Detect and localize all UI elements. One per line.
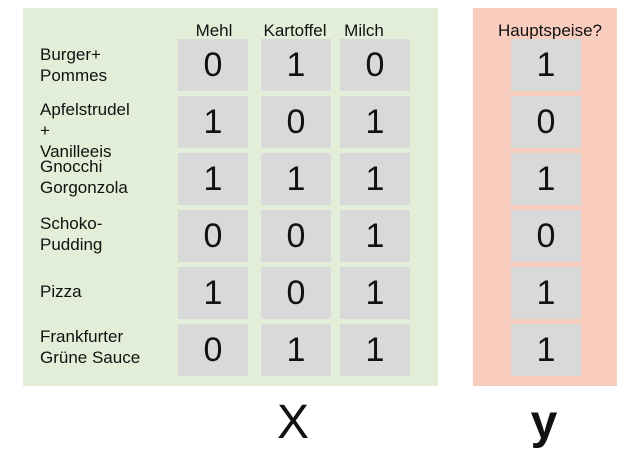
matrix-cell: 1	[340, 210, 410, 262]
matrix-cell: 0	[178, 39, 248, 91]
column-header-kartoffel: Kartoffel	[263, 21, 327, 40]
matrix-cell: 1	[178, 153, 248, 205]
matrix-cell: 0	[340, 39, 410, 91]
matrix-cell: 1	[340, 267, 410, 319]
row-label: Schoko- Pudding	[40, 214, 103, 254]
row-label: Gnocchi Gorgonzola	[40, 157, 128, 197]
target-cell: 1	[511, 324, 581, 376]
matrix-cell: 0	[261, 267, 331, 319]
row-label: Frankfurter Grüne Sauce	[40, 327, 141, 367]
matrix-cell: 1	[261, 324, 331, 376]
matrix-cell: 1	[178, 267, 248, 319]
column-header-milch: Milch	[344, 21, 384, 40]
target-vector-label: y	[530, 396, 558, 449]
feature-matrix-panel: Mehl Kartoffel Milch Burger+ Pommes 0 1 …	[23, 8, 438, 386]
column-header-hauptspeise: Hauptspeise?	[498, 21, 602, 40]
matrix-cell: 0	[261, 210, 331, 262]
target-cell: 1	[511, 39, 581, 91]
target-vector-panel: Hauptspeise? 1 0 1 0 1 1	[473, 8, 617, 386]
column-header-mehl: Mehl	[195, 21, 233, 40]
matrix-cell: 1	[340, 153, 410, 205]
target-cell: 0	[511, 210, 581, 262]
matrix-cell: 1	[340, 96, 410, 148]
target-cell: 1	[511, 267, 581, 319]
matrix-cell: 0	[178, 210, 248, 262]
target-cell: 1	[511, 153, 581, 205]
matrix-cell: 1	[261, 39, 331, 91]
matrix-cell: 0	[261, 96, 331, 148]
matrix-cell: 1	[340, 324, 410, 376]
target-cell: 0	[511, 96, 581, 148]
matrix-cell: 1	[261, 153, 331, 205]
row-label: Apfelstrudel + Vanilleeis	[40, 100, 130, 161]
row-label: Burger+ Pommes	[40, 45, 108, 85]
row-label: Pizza	[40, 282, 82, 301]
feature-matrix-label: X	[276, 396, 309, 449]
matrix-cell: 0	[178, 324, 248, 376]
matrix-cell: 1	[178, 96, 248, 148]
